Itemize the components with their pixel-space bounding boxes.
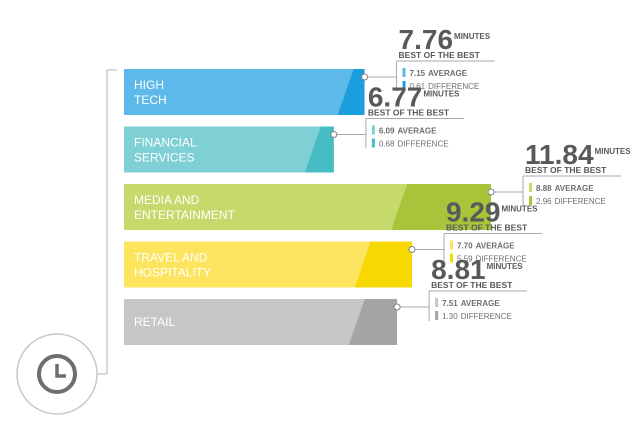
connector-dot xyxy=(408,246,416,253)
legend-name: AVERAGE xyxy=(461,299,501,308)
best-value-number: 8.81 xyxy=(431,254,486,285)
legend-swatch xyxy=(435,311,439,320)
legend-value: 6.09 xyxy=(379,127,395,136)
best-value: 9.29MINUTES xyxy=(446,197,538,228)
average-bar xyxy=(124,69,354,115)
legend-entry: 2.96 DIFFERENCE xyxy=(536,197,606,206)
category-line: SERVICES xyxy=(134,151,194,165)
best-value: 7.76MINUTES xyxy=(399,24,491,55)
best-label: BEST OF THE BEST xyxy=(525,165,607,175)
legend-value: 0.68 xyxy=(379,140,395,149)
best-value-number: 9.29 xyxy=(446,197,501,228)
legend-swatch xyxy=(529,183,533,192)
legend-entry: 0.61 DIFFERENCE xyxy=(410,82,480,91)
category-line: MEDIA AND xyxy=(134,193,200,207)
best-label: BEST OF THE BEST xyxy=(399,50,481,60)
legend-entry: 0.68 DIFFERENCE xyxy=(379,140,449,149)
connector-dot xyxy=(361,73,369,81)
legend-value: 0.61 xyxy=(410,82,426,91)
category-line: TECH xyxy=(134,93,167,107)
best-value: 8.81MINUTES xyxy=(431,254,523,285)
legend-value: 2.96 xyxy=(536,197,552,206)
best-label: BEST OF THE BEST xyxy=(368,108,450,118)
best-value: 11.84MINUTES xyxy=(525,139,631,170)
legend-name: AVERAGE xyxy=(476,242,516,251)
unit-label: MINUTES xyxy=(454,32,491,41)
category-label: HIGH TECH xyxy=(134,78,167,107)
average-bar xyxy=(124,184,408,230)
unit-label: MINUTES xyxy=(595,147,632,156)
legend-value: 7.15 xyxy=(410,69,426,78)
category-line: FINANCIAL xyxy=(134,136,197,150)
best-value-number: 6.77 xyxy=(368,82,423,113)
legend-name: AVERAGE xyxy=(428,69,468,78)
category-line: TRAVEL AND xyxy=(134,251,208,265)
category-line: HOSPITALITY xyxy=(134,266,211,280)
best-label: BEST OF THE BEST xyxy=(446,223,528,233)
connector-dot xyxy=(393,303,401,311)
legend-name: DIFFERENCE xyxy=(555,197,606,206)
best-value-number: 11.84 xyxy=(525,139,594,170)
legend-swatch xyxy=(435,298,439,307)
legend-entry: 5.59 DIFFERENCE xyxy=(457,255,527,264)
average-bar xyxy=(124,241,371,288)
legend-swatch xyxy=(529,196,533,205)
connector-dot xyxy=(487,188,495,196)
unit-label: MINUTES xyxy=(487,262,524,271)
best-value: 6.77MINUTES xyxy=(368,82,460,113)
legend-swatch xyxy=(371,138,375,148)
legend-name: DIFFERENCE xyxy=(461,312,512,321)
legend-value: 7.70 xyxy=(457,242,473,251)
category-line: ENTERTAINMENT xyxy=(134,208,236,222)
category-line: HIGH xyxy=(134,78,164,92)
average-bar xyxy=(124,126,321,173)
best-value-number: 7.76 xyxy=(399,24,454,55)
legend-entry: 1.30 DIFFERENCE xyxy=(442,312,512,321)
timeline-decor xyxy=(97,69,117,375)
category-label: MEDIA AND ENTERTAINMENT xyxy=(134,193,236,222)
category-label: RETAIL xyxy=(134,315,175,329)
category-label: TRAVEL AND HOSPITALITY xyxy=(134,251,211,280)
legend-name: DIFFERENCE xyxy=(476,255,527,264)
legend-value: 7.51 xyxy=(442,299,458,308)
average-bar xyxy=(124,299,365,345)
legend-name: AVERAGE xyxy=(555,184,595,193)
legend-entry: 8.88 AVERAGE xyxy=(536,184,594,193)
legend-entry: 7.15 AVERAGE xyxy=(410,69,468,78)
legend-entry: 7.70 AVERAGE xyxy=(457,242,515,251)
category-label: FINANCIAL SERVICES xyxy=(134,136,197,165)
legend-value: 5.59 xyxy=(457,255,473,264)
legend-name: AVERAGE xyxy=(397,127,437,136)
unit-label: MINUTES xyxy=(501,205,538,214)
legend-entry: 7.51 AVERAGE xyxy=(442,299,500,308)
legend-name: DIFFERENCE xyxy=(428,82,479,91)
connector-dot xyxy=(330,131,338,138)
legend-swatch xyxy=(371,125,375,135)
legend-swatch xyxy=(449,253,453,263)
legend-swatch xyxy=(402,68,406,77)
legend-value: 1.30 xyxy=(442,312,458,321)
unit-label: MINUTES xyxy=(423,90,460,99)
legend-swatch xyxy=(402,81,406,90)
clock-icon xyxy=(16,333,98,415)
legend-entry: 6.09 AVERAGE xyxy=(379,127,437,136)
legend-name: DIFFERENCE xyxy=(397,140,448,149)
legend-swatch xyxy=(449,240,453,250)
category-line: RETAIL xyxy=(134,315,175,329)
legend-value: 8.88 xyxy=(536,184,552,193)
best-label: BEST OF THE BEST xyxy=(431,280,513,290)
